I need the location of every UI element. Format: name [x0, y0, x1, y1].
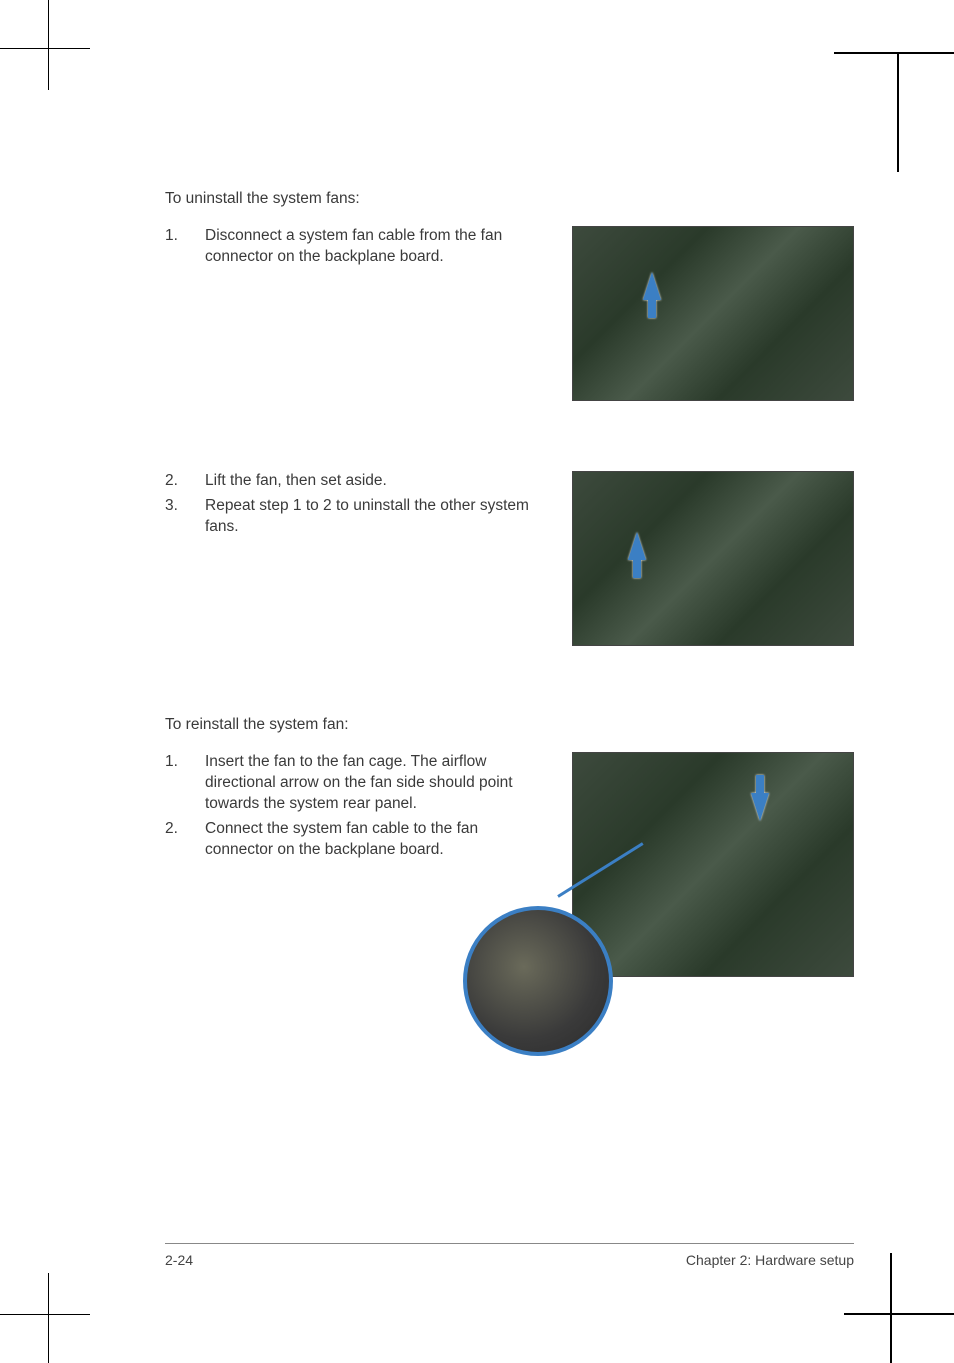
- uninstall-block-1: 1. Disconnect a system fan cable from th…: [165, 226, 854, 401]
- uninstall-block-2: 2. Lift the fan, then set aside. 3. Repe…: [165, 471, 854, 646]
- arrow-up-icon: [628, 532, 646, 560]
- reinstall-block: 1. Insert the fan to the fan cage. The a…: [165, 752, 854, 977]
- list-item: 1. Insert the fan to the fan cage. The a…: [165, 752, 550, 815]
- step-body: Repeat step 1 to 2 to uninstall the othe…: [205, 496, 550, 538]
- reinstall-intro: To reinstall the system fan:: [165, 716, 854, 734]
- list-item: 2. Connect the system fan cable to the f…: [165, 819, 550, 861]
- step-number: 1.: [165, 752, 205, 815]
- step-number: 2.: [165, 471, 205, 492]
- uninstall-intro: To uninstall the system fans:: [165, 190, 854, 208]
- photo-insert-fan: [572, 752, 854, 977]
- step-number: 2.: [165, 819, 205, 861]
- step-body: Connect the system fan cable to the fan …: [205, 819, 550, 861]
- photo-lift-fan: [572, 471, 854, 646]
- list-item: 2. Lift the fan, then set aside.: [165, 471, 550, 492]
- step-body: Lift the fan, then set aside.: [205, 471, 550, 492]
- list-item: 3. Repeat step 1 to 2 to uninstall the o…: [165, 496, 550, 538]
- chapter-label: Chapter 2: Hardware setup: [686, 1252, 854, 1268]
- step-body: Disconnect a system fan cable from the f…: [205, 226, 550, 268]
- step-text-col: 2. Lift the fan, then set aside. 3. Repe…: [165, 471, 550, 646]
- arrow-down-icon: [751, 793, 769, 821]
- list-item: 1. Disconnect a system fan cable from th…: [165, 226, 550, 268]
- page-content: To uninstall the system fans: 1. Disconn…: [0, 0, 954, 1363]
- page-footer: 2-24 Chapter 2: Hardware setup: [165, 1243, 854, 1268]
- step-number: 3.: [165, 496, 205, 538]
- step-body: Insert the fan to the fan cage. The airf…: [205, 752, 550, 815]
- step-text-col: 1. Disconnect a system fan cable from th…: [165, 226, 550, 401]
- page-number: 2-24: [165, 1252, 193, 1268]
- photo-inset-airflow-arrow: [463, 906, 613, 1056]
- photo-disconnect-cable: [572, 226, 854, 401]
- step-number: 1.: [165, 226, 205, 268]
- arrow-up-icon: [643, 272, 661, 300]
- callout-line: [557, 842, 643, 898]
